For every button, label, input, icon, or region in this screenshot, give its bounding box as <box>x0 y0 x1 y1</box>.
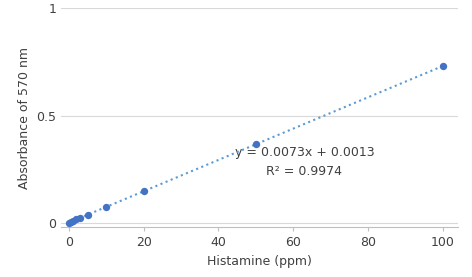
Point <box>76 216 84 220</box>
Text: y = 0.0073x + 0.0013
R² = 0.9974: y = 0.0073x + 0.0013 R² = 0.9974 <box>235 146 374 178</box>
Point <box>140 189 147 193</box>
Point <box>67 220 75 224</box>
Point <box>84 212 91 217</box>
Point <box>252 142 260 146</box>
Point <box>439 64 447 68</box>
Y-axis label: Absorbance of 570 nm: Absorbance of 570 nm <box>18 47 31 189</box>
X-axis label: Histamine (ppm): Histamine (ppm) <box>207 255 312 268</box>
Point <box>73 217 80 222</box>
Point <box>65 220 73 225</box>
Point <box>69 219 76 223</box>
Point <box>102 204 110 209</box>
